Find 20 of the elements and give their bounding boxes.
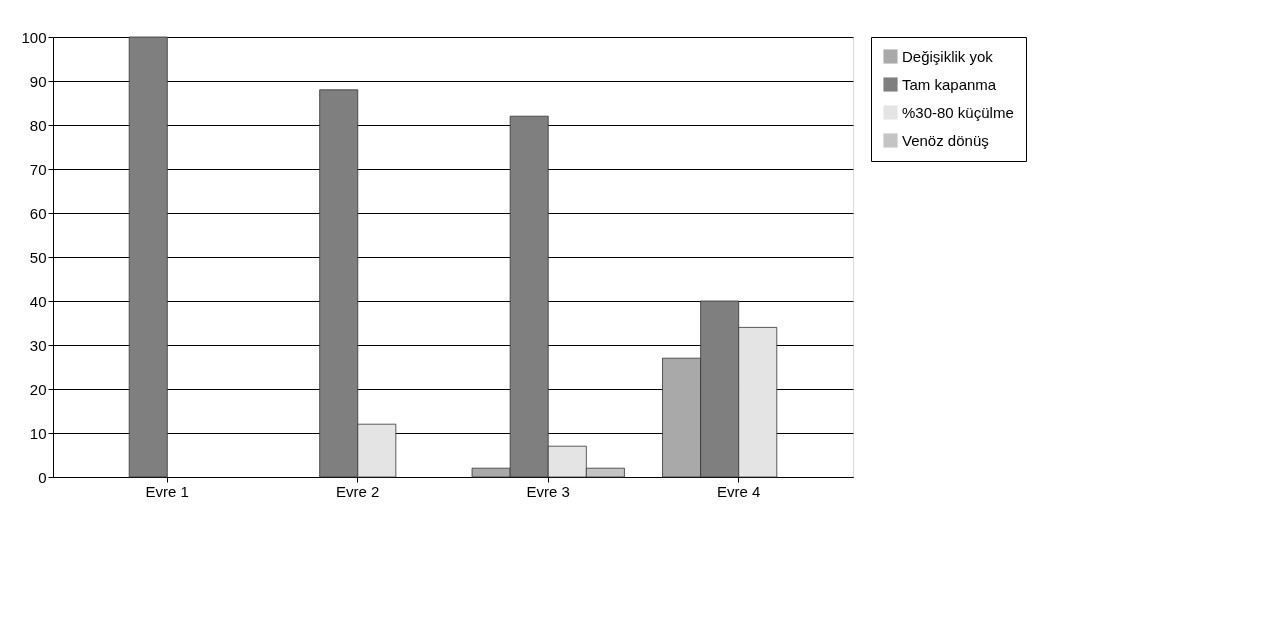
bar <box>128 36 168 478</box>
y-tick-label: 90 <box>29 72 47 90</box>
y-tick-label: 0 <box>38 468 47 486</box>
legend-label: %30-80 küçülme <box>902 103 1014 121</box>
legend-label: Değişiklik yok <box>902 47 994 65</box>
x-tick-label: Evre 1 <box>145 482 189 500</box>
y-tick-label: 30 <box>29 336 47 354</box>
legend-label: Venöz dönüş <box>902 131 989 149</box>
y-tick-label: 80 <box>29 116 47 134</box>
y-tick-label: 40 <box>29 292 47 310</box>
x-tick-label: Evre 3 <box>526 482 570 500</box>
y-tick-label: 60 <box>29 204 47 222</box>
y-tick-label: 10 <box>29 424 47 442</box>
x-tick-label: Evre 4 <box>717 482 761 500</box>
legend-label: Tam kapanma <box>902 75 997 93</box>
y-tick-label: 100 <box>21 28 47 46</box>
y-tick-label: 50 <box>29 248 47 266</box>
x-tick-label: Evre 2 <box>336 482 380 500</box>
y-tick-label: 20 <box>29 380 47 398</box>
y-tick-label: 70 <box>29 160 47 178</box>
